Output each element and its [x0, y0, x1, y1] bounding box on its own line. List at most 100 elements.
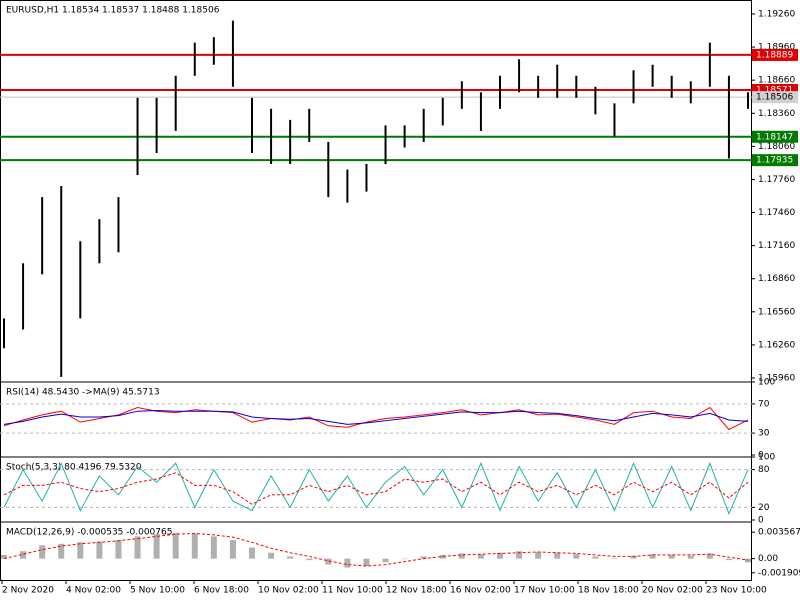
- histogram-bar: [363, 558, 370, 567]
- price-bar: [689, 81, 692, 104]
- level-label: 1.17935: [756, 156, 793, 166]
- price-bar: [403, 125, 406, 148]
- series-line: [3, 409, 749, 425]
- price-bar: [632, 70, 635, 104]
- x-tick-label: 23 Nov 10:00: [706, 586, 767, 596]
- x-tick-label: 10 Nov 02:00: [258, 586, 319, 596]
- x-tick-label: 16 Nov 02:00: [450, 586, 511, 596]
- series-line: [3, 406, 749, 431]
- histogram-bar: [58, 543, 65, 559]
- price-bar: [556, 64, 559, 98]
- x-tick-label: 18 Nov 18:00: [578, 586, 639, 596]
- histogram-bar: [77, 542, 84, 559]
- level-tag: [752, 130, 798, 143]
- price-bar: [479, 92, 482, 131]
- price-bar: [117, 197, 120, 253]
- y-tick-label: 1.18360: [758, 109, 795, 119]
- histogram-bar: [745, 558, 751, 563]
- histogram-bar: [268, 552, 275, 559]
- histogram-bar: [687, 555, 694, 559]
- price-bar: [79, 241, 82, 319]
- histogram-bar: [649, 554, 656, 559]
- histogram-bar: [115, 540, 122, 559]
- y-tick-label: 1.18960: [758, 43, 795, 53]
- histogram-bar: [458, 553, 465, 559]
- histogram-bar: [573, 554, 580, 559]
- histogram-bar: [592, 556, 599, 559]
- histogram-bar: [611, 557, 618, 559]
- price-bar: [231, 20, 234, 87]
- x-tick-label: 17 Nov 10:00: [514, 586, 575, 596]
- y-tick-label: 1.17760: [758, 175, 795, 185]
- x-tick-label: 5 Nov 10:00: [130, 586, 185, 596]
- y-tick-label: 0.003567: [758, 528, 800, 538]
- level-tag: [752, 154, 798, 167]
- histogram-bar: [420, 556, 427, 559]
- histogram-bar: [191, 533, 198, 559]
- panel-title: EURUSD,H1 1.18534 1.18537 1.18488 1.1850…: [6, 6, 220, 16]
- y-tick-label: 0: [758, 516, 764, 526]
- histogram-bar: [96, 541, 103, 559]
- y-tick-label: 1.16260: [758, 340, 795, 350]
- histogram-bar: [401, 558, 408, 560]
- y-tick-label: -0.001909: [758, 568, 800, 578]
- price-bar: [41, 197, 44, 275]
- histogram-bar: [287, 556, 294, 559]
- histogram-bar: [134, 536, 141, 559]
- histogram-bar: [668, 554, 675, 559]
- price-bar: [289, 119, 292, 165]
- price-bar: [670, 75, 673, 98]
- y-tick-label: 0: [758, 451, 764, 461]
- histogram-bar: [497, 552, 503, 559]
- price-bar: [613, 103, 616, 137]
- y-tick-label: 1.19260: [758, 10, 795, 20]
- x-tick-label: 20 Nov 02:00: [642, 586, 703, 596]
- histogram-bar: [477, 554, 484, 559]
- price-bar: [441, 97, 444, 126]
- price-bar: [575, 75, 578, 98]
- y-tick-label: 80: [758, 465, 770, 475]
- price-bar: [251, 97, 253, 153]
- panel-title: RSI(14) 48.5430 ->MA(9) 45.5713: [6, 388, 160, 398]
- x-tick-label: 11 Nov 10:00: [322, 586, 383, 596]
- price-bar: [460, 81, 463, 109]
- price-bar: [651, 64, 654, 87]
- histogram-bar: [249, 547, 255, 559]
- y-tick-label: 0.00: [758, 554, 778, 564]
- price-bar: [136, 97, 139, 176]
- histogram-bar: [344, 558, 351, 568]
- histogram-bar: [229, 540, 236, 559]
- histogram-bar: [325, 558, 332, 565]
- y-tick-label: 1.16860: [758, 274, 795, 284]
- histogram-bar: [39, 545, 46, 559]
- price-bar: [518, 59, 521, 93]
- price-bar: [60, 186, 63, 377]
- y-tick-label: 1.18660: [758, 76, 795, 86]
- price-bar: [499, 75, 501, 109]
- y-tick-label: 1.15960: [758, 374, 795, 384]
- histogram-bar: [535, 551, 542, 559]
- series-line: [3, 472, 749, 505]
- price-bar: [384, 125, 387, 165]
- y-tick-label: 70: [758, 399, 770, 409]
- histogram-bar: [210, 536, 217, 559]
- panel-title: MACD(12,26,9) -0.000535 -0.000765: [6, 528, 172, 538]
- y-tick-label: 20: [758, 503, 770, 513]
- price-bar: [346, 169, 349, 203]
- histogram-bar: [725, 558, 732, 561]
- histogram-bar: [306, 558, 313, 561]
- x-tick-label: 2 Nov 2020: [2, 586, 54, 596]
- y-tick-label: 100: [758, 378, 775, 388]
- x-tick-label: 12 Nov 18:00: [386, 586, 447, 596]
- y-tick-label: 1.18060: [758, 142, 795, 152]
- series-line: [3, 461, 749, 516]
- x-tick-label: 6 Nov 18:00: [194, 586, 249, 596]
- y-tick-label: 30: [758, 429, 770, 439]
- x-tick-label: 4 Nov 02:00: [66, 586, 121, 596]
- price-bar: [212, 37, 215, 65]
- price-bar: [270, 108, 273, 165]
- level-tag: [752, 48, 798, 61]
- histogram-bar: [172, 532, 179, 559]
- level-label: 1.18889: [756, 50, 793, 60]
